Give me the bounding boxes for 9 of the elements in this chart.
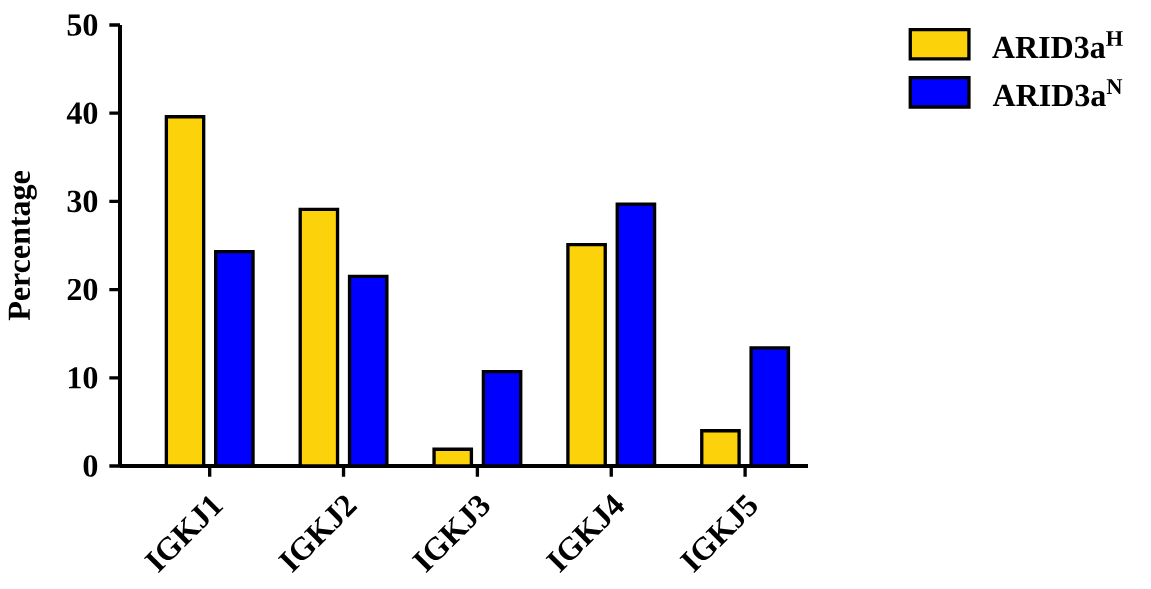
y-tick-label: 50 [67, 14, 98, 36]
legend-label: ARID3a$^{N}$ [992, 79, 1123, 107]
y-tick-label: 10 [68, 367, 98, 389]
y-tick-label: 40 [66, 102, 98, 124]
y-tick-label: 30 [67, 190, 98, 213]
y-tick-label: 20 [67, 278, 98, 301]
y-axis-title: Percentage [8, 171, 37, 321]
y-tick-label: 0 [83, 455, 98, 477]
legend-label: ARID3a$^{H}$ [992, 31, 1123, 59]
